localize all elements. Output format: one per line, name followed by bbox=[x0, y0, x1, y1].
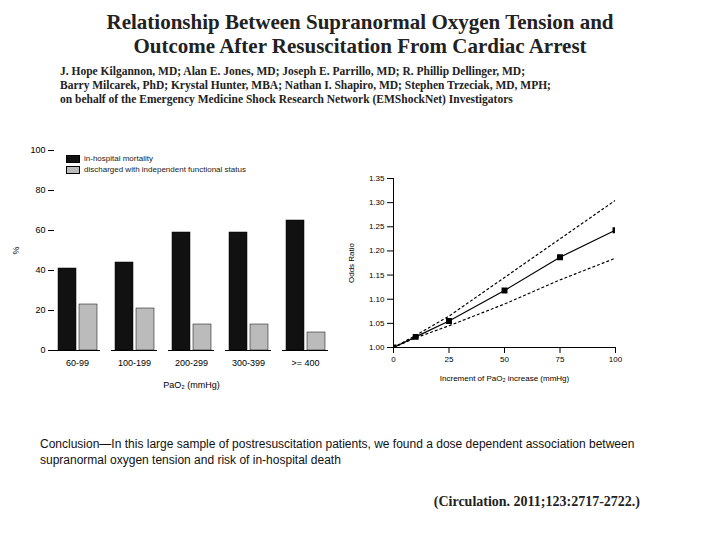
svg-text:40: 40 bbox=[35, 265, 45, 275]
svg-text:1.35: 1.35 bbox=[369, 174, 385, 183]
html-text:Conclusion—In this large sampl: Conclusion—In this large sample of postr… bbox=[40, 437, 635, 467]
svg-text:1.30: 1.30 bbox=[369, 198, 385, 207]
svg-text:1.05: 1.05 bbox=[369, 319, 385, 328]
svg-text:50: 50 bbox=[500, 355, 509, 364]
svg-text:%: % bbox=[11, 246, 21, 254]
svg-text:0: 0 bbox=[391, 355, 396, 364]
svg-text:1.25: 1.25 bbox=[369, 222, 385, 231]
html-text:in-hospital mortality: in-hospital mortality bbox=[84, 154, 153, 163]
html-text:(Circulation. 2011;123:2717-27: (Circulation. 2011;123:2717-2722.) bbox=[433, 494, 640, 509]
svg-text:20: 20 bbox=[35, 305, 45, 315]
html-text:Outcome After Resuscitation Fr: Outcome After Resuscitation From Cardiac… bbox=[133, 34, 587, 58]
svg-text:PaO₂ (mmHg): PaO₂ (mmHg) bbox=[163, 380, 220, 390]
svg-text:Increment of PaO₂ increase (mm: Increment of PaO₂ increase (mmHg) bbox=[440, 374, 570, 383]
svg-text:75: 75 bbox=[556, 355, 565, 364]
svg-text:Odds Ratio: Odds Ratio bbox=[347, 242, 356, 283]
svg-text:1.00: 1.00 bbox=[369, 343, 385, 352]
svg-text:300-399: 300-399 bbox=[232, 358, 265, 368]
svg-text:60-99: 60-99 bbox=[66, 358, 89, 368]
svg-text:1.15: 1.15 bbox=[369, 271, 385, 280]
html-text:Barry Milcarek, PhD; Krystal H: Barry Milcarek, PhD; Krystal Hunter, MBA… bbox=[60, 79, 551, 91]
html-text:Relationship Between Supranorm: Relationship Between Supranormal Oxygen … bbox=[106, 10, 614, 34]
svg-text:1.20: 1.20 bbox=[369, 246, 385, 255]
svg-text:1.10: 1.10 bbox=[369, 295, 385, 304]
svg-text:80: 80 bbox=[35, 185, 45, 195]
html-text:discharged with independent fu: discharged with independent functional s… bbox=[84, 165, 246, 174]
svg-text:100: 100 bbox=[609, 355, 623, 364]
svg-text:0: 0 bbox=[40, 345, 45, 355]
svg-text:>= 400: >= 400 bbox=[291, 358, 319, 368]
svg-text:60: 60 bbox=[35, 225, 45, 235]
svg-text:100: 100 bbox=[30, 145, 45, 155]
html-text:J. Hope Kilgannon, MD; Alan E.: J. Hope Kilgannon, MD; Alan E. Jones, MD… bbox=[60, 65, 525, 77]
svg-text:100-199: 100-199 bbox=[118, 358, 151, 368]
html-text:on behalf of the Emergency Med: on behalf of the Emergency Medicine Shoc… bbox=[60, 93, 513, 105]
svg-text:200-299: 200-299 bbox=[175, 358, 208, 368]
svg-text:25: 25 bbox=[445, 355, 454, 364]
